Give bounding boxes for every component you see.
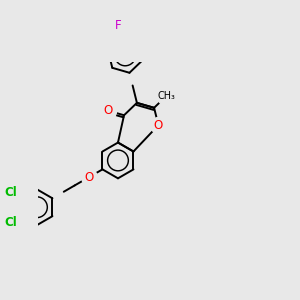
Text: CH₃: CH₃: [158, 91, 175, 101]
Text: F: F: [115, 20, 121, 32]
Text: O: O: [84, 171, 93, 184]
Text: O: O: [154, 119, 163, 132]
Text: O: O: [103, 104, 112, 117]
Text: Cl: Cl: [4, 216, 17, 229]
Text: Cl: Cl: [4, 185, 17, 199]
